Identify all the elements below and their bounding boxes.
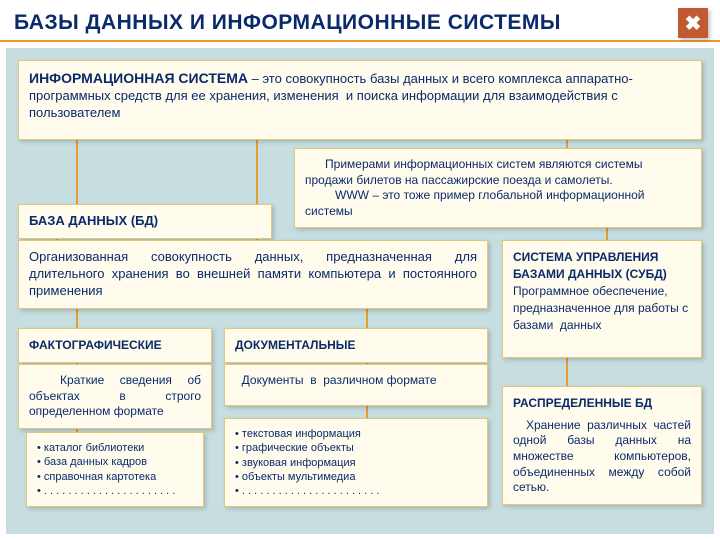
box-body: Организованная совокупность данных, пред… [29,249,477,300]
box-facto_desc: Краткие сведения об объектах в строго оп… [18,364,212,429]
box-info_system: ИНФОРМАЦИОННАЯ СИСТЕМА – это совокупност… [18,60,702,140]
box-facto: ФАКТОГРАФИЧЕСКИЕ [18,328,212,363]
box-doc: ДОКУМЕНТАЛЬНЫЕ [224,328,488,363]
box-heading: ИНФОРМАЦИОННАЯ СИСТЕМА [29,70,248,86]
box-body: Хранение различных частей одной базы дан… [513,418,691,496]
box-examples: Примерами информационных систем являются… [294,148,702,228]
box-heading: ДОКУМЕНТАЛЬНЫЕ [235,338,356,352]
item-list: текстовая информацияграфические объектыз… [235,427,477,498]
box-bd: БАЗА ДАННЫХ (БД) [18,204,272,239]
box-bd_desc: Организованная совокупность данных, пред… [18,240,488,309]
box-doc_desc: Документы в различном формате [224,364,488,406]
list-item: справочная картотека [37,470,193,484]
connector [566,358,568,386]
box-heading: РАСПРЕДЕЛЕННЫЕ БД [513,396,652,410]
list-item: звуковая информация [235,456,477,470]
list-item: . . . . . . . . . . . . . . . . . . . . … [37,484,193,498]
list-item: . . . . . . . . . . . . . . . . . . . . … [235,484,477,498]
box-body: Примерами информационных систем являются… [305,157,691,219]
list-item: объекты мультимедиа [235,470,477,484]
box-distrib: РАСПРЕДЕЛЕННЫЕ БД Хранение различных час… [502,386,702,505]
connector [566,140,568,148]
connector [76,140,78,204]
list-item: база данных кадров [37,455,193,469]
list-item: текстовая информация [235,427,477,441]
item-list: каталог библиотекибаза данных кадровспра… [37,441,193,498]
box-heading: БАЗА ДАННЫХ (БД) [29,213,158,228]
box-heading: ФАКТОГРАФИЧЕСКИЕ [29,338,162,352]
box-subd: СИСТЕМА УПРАВЛЕНИЯ БАЗАМИ ДАННЫХ (СУБД) … [502,240,702,358]
box-doc_list: текстовая информацияграфические объектыз… [224,418,488,507]
close-button[interactable]: ✖ [678,8,708,38]
connector [366,406,368,418]
close-icon: ✖ [685,11,702,36]
page-title: БАЗЫ ДАННЫХ И ИНФОРМАЦИОННЫЕ СИСТЕМЫ [14,11,561,35]
box-heading: СИСТЕМА УПРАВЛЕНИЯ БАЗАМИ ДАННЫХ (СУБД) [513,250,667,281]
diagram-canvas: ИНФОРМАЦИОННАЯ СИСТЕМА – это совокупност… [6,48,714,534]
box-body: Документы в различном формате [235,373,477,389]
box-facto_list: каталог библиотекибаза данных кадровспра… [26,432,204,507]
list-item: графические объекты [235,441,477,455]
box-body: Краткие сведения об объектах в строго оп… [29,373,201,420]
list-item: каталог библиотеки [37,441,193,455]
